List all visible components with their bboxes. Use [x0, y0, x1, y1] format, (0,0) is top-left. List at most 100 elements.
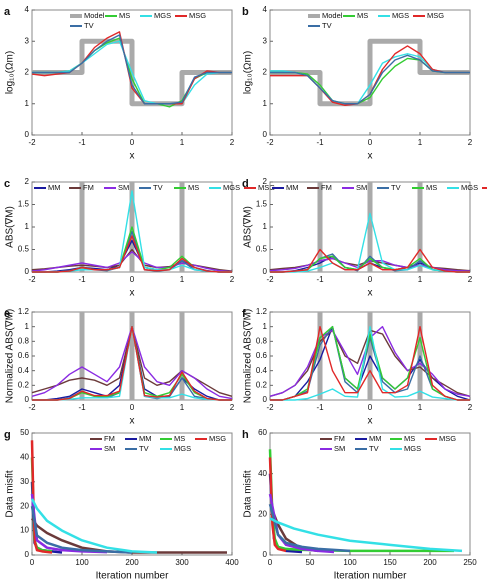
- x-tick-label: 200: [125, 558, 139, 567]
- y-tick-label: 0.6: [18, 351, 30, 360]
- legend-label: TV: [369, 444, 379, 453]
- x-tick-label: 1: [180, 275, 185, 284]
- legend-label: FM: [104, 434, 115, 443]
- panel-label: b: [242, 6, 249, 18]
- x-tick-label: 2: [468, 403, 473, 412]
- y-tick-label: 20: [20, 501, 29, 510]
- y-tick-label: 0.6: [256, 351, 268, 360]
- y-tick-label: 4: [263, 5, 268, 14]
- panel-label: e: [4, 308, 10, 320]
- y-tick-label: 0.8: [18, 336, 30, 345]
- legend-label: MGS: [174, 444, 191, 453]
- y-tick-label: 0.8: [256, 336, 268, 345]
- y-tick-label: 0: [263, 550, 268, 559]
- x-tick-label: -1: [316, 138, 324, 147]
- legend-label: MS: [357, 11, 368, 20]
- legend-label: MSG: [427, 11, 444, 20]
- x-tick-label: 0: [268, 558, 273, 567]
- legend-label: TV: [391, 183, 401, 192]
- x-tick-label: 200: [423, 558, 437, 567]
- legend-label: FM: [334, 434, 345, 443]
- y-tick-label: 1: [263, 322, 268, 331]
- series-line: [30, 498, 158, 554]
- y-tick-label: 3: [25, 36, 30, 45]
- series-line: [30, 517, 227, 554]
- y-tick-label: 1: [263, 99, 268, 108]
- x-tick-label: 0: [30, 558, 35, 567]
- y-tick-label: 0.4: [256, 366, 268, 375]
- y-tick-label: 60: [258, 428, 267, 437]
- panel-label: g: [4, 429, 11, 441]
- x-tick-label: 2: [468, 275, 473, 284]
- series-line: [270, 325, 470, 401]
- series-line: [268, 449, 454, 553]
- x-tick-label: 1: [180, 138, 185, 147]
- legend-label: MM: [139, 434, 152, 443]
- x-tick-label: -2: [266, 403, 274, 412]
- legend-label: MS: [426, 183, 437, 192]
- x-axis-label: x: [368, 416, 373, 427]
- y-tick-label: 0: [263, 395, 268, 404]
- x-tick-label: -2: [28, 138, 36, 147]
- series-line: [270, 325, 471, 401]
- legend-label: MM: [286, 183, 299, 192]
- legend-label: SM: [334, 444, 345, 453]
- series-line: [31, 251, 233, 273]
- y-axis-label: log₁₀(Ωm): [5, 51, 16, 94]
- y-tick-label: 0.4: [18, 366, 30, 375]
- legend-label: MM: [48, 183, 61, 192]
- series-line: [270, 325, 470, 401]
- y-tick-label: 40: [258, 469, 267, 478]
- series-line: [268, 503, 351, 553]
- series-line: [270, 212, 470, 273]
- legend-label: TV: [84, 21, 94, 30]
- legend-label: MGS: [154, 11, 171, 20]
- x-tick-label: -1: [78, 403, 86, 412]
- y-tick-label: 3: [263, 36, 268, 45]
- x-tick-label: 0: [368, 138, 373, 147]
- x-axis-label: x: [130, 416, 135, 427]
- legend-label: MS: [188, 183, 199, 192]
- legend-label: Model: [84, 11, 105, 20]
- y-axis-label: Normalized ABS(∇M): [243, 309, 254, 404]
- x-tick-label: -2: [266, 138, 274, 147]
- x-tick-label: 2: [230, 403, 235, 412]
- series-line: [270, 38, 470, 107]
- x-tick-label: 2: [230, 275, 235, 284]
- x-tick-label: -1: [316, 275, 324, 284]
- y-tick-label: 0: [25, 267, 30, 276]
- x-tick-label: 0: [130, 138, 135, 147]
- x-tick-label: 100: [75, 558, 89, 567]
- y-tick-label: 0: [263, 130, 268, 139]
- legend-label: MSG: [209, 434, 226, 443]
- y-tick-label: 1: [25, 222, 30, 231]
- x-axis-label: x: [368, 151, 373, 162]
- y-tick-label: 2: [263, 68, 268, 77]
- x-tick-label: -2: [28, 403, 36, 412]
- y-tick-label: 1: [25, 322, 30, 331]
- x-tick-label: 250: [463, 558, 477, 567]
- series-line: [270, 248, 470, 273]
- x-tick-label: 300: [175, 558, 189, 567]
- legend-label: FM: [321, 183, 332, 192]
- legend-label: SM: [118, 183, 129, 192]
- y-axis-label: log₁₀(Ωm): [243, 51, 254, 94]
- series-line: [32, 235, 232, 273]
- y-tick-label: 0: [25, 550, 30, 559]
- series-line: [269, 517, 463, 553]
- x-tick-label: 50: [306, 558, 315, 567]
- x-tick-label: 1: [418, 138, 423, 147]
- series-line: [32, 325, 232, 401]
- y-axis-label: Normalized ABS(∇M): [5, 309, 16, 404]
- y-tick-label: 0.2: [18, 380, 30, 389]
- plot-frame: [31, 432, 233, 556]
- y-axis-label: ABS(∇M): [243, 206, 254, 248]
- y-tick-label: 2: [25, 177, 30, 186]
- legend-label: MS: [404, 434, 415, 443]
- x-tick-label: -1: [78, 275, 86, 284]
- x-axis-label: x: [368, 288, 373, 299]
- y-tick-label: 2: [25, 68, 30, 77]
- y-tick-label: 40: [20, 453, 29, 462]
- x-tick-label: 0: [130, 275, 135, 284]
- x-tick-label: 400: [225, 558, 239, 567]
